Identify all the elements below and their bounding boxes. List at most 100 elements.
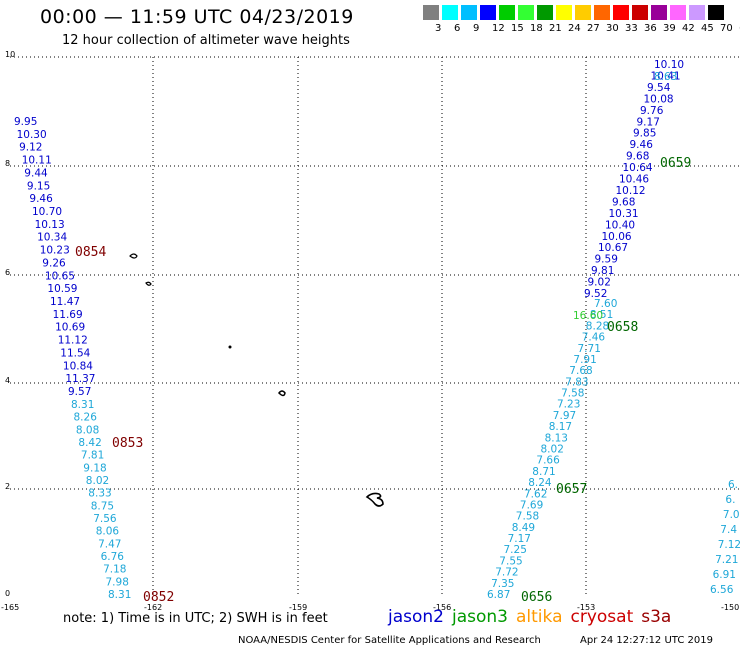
color-scale-swatch xyxy=(689,5,705,20)
legend-cryosat: cryosat xyxy=(570,607,634,627)
island-4 xyxy=(278,390,286,397)
swh-value-label: 9.54 xyxy=(647,82,671,94)
color-scale-swatch xyxy=(423,5,439,20)
swh-value-label: 9.52 xyxy=(584,288,607,300)
island-1 xyxy=(129,253,138,259)
swh-value-label: 9.68 xyxy=(612,196,635,208)
color-scale-label: 42 xyxy=(682,23,695,34)
swh-value-label: 7.56 xyxy=(93,513,117,525)
footer-credit: NOAA/NESDIS Center for Satellite Applica… xyxy=(238,635,541,646)
swh-value-label: 9.81 xyxy=(591,265,614,277)
swh-value-label: 9.46 xyxy=(29,193,53,205)
color-scale-swatch xyxy=(575,5,591,20)
x-axis-tick-label: -150 xyxy=(721,603,739,612)
swh-value-label: 8.24 xyxy=(528,477,552,489)
swh-value-label: 11.12 xyxy=(58,335,88,347)
swh-value-label: 11.69 xyxy=(53,309,83,321)
x-axis-tick-label: -162 xyxy=(144,603,162,612)
swh-value-label: 7.0 xyxy=(723,509,740,521)
swh-value-label: 7.81 xyxy=(81,450,104,462)
swh-value-label: 6.91 xyxy=(713,569,736,581)
x-axis-tick-label: -156 xyxy=(433,603,451,612)
x-axis-tick-label: -153 xyxy=(577,603,595,612)
swh-value-label: 10.12 xyxy=(616,185,646,197)
swh-value-label: 9.57 xyxy=(68,386,91,398)
swh-value-label: 8.63 xyxy=(654,71,677,83)
color-scale-swatch xyxy=(651,5,667,20)
satellite-tracks: 9.9510.309.1210.119.449.159.4610.7010.13… xyxy=(14,59,740,601)
swh-value-label: 10.64 xyxy=(623,162,653,174)
island-3 xyxy=(228,345,232,349)
swh-value-label: 8.02 xyxy=(86,475,109,487)
legend-jason3: jason3 xyxy=(452,607,508,627)
swh-value-label: 8.31 xyxy=(108,589,131,601)
swh-value-label: 8.75 xyxy=(91,500,114,512)
swh-value-label: 7.18 xyxy=(103,564,126,576)
color-scale-label: 24 xyxy=(568,23,581,34)
color-scale-label: 21 xyxy=(549,23,562,34)
color-scale-label: 9 xyxy=(473,23,480,34)
legend-s3a: s3a xyxy=(641,607,672,627)
satellite-legend: jason2 jason3 altika cryosat s3a xyxy=(388,607,679,627)
swh-value-label: 8.49 xyxy=(512,522,535,534)
swh-value-label: 7.58 xyxy=(516,511,539,523)
swh-value-label: 10.59 xyxy=(47,283,77,295)
x-axis-tick-label: -165 xyxy=(1,603,19,612)
swh-value-label: 9.59 xyxy=(595,254,618,266)
y-axis-tick-label: 10 xyxy=(5,50,15,59)
swh-value-label: 10.41 xyxy=(651,71,681,83)
swh-value-label: 7.47 xyxy=(98,538,121,550)
swh-value-label: 6.76 xyxy=(101,551,125,563)
swh-value-label: 7.55 xyxy=(499,555,522,567)
swh-value-label: 8.71 xyxy=(532,466,555,478)
island-big xyxy=(365,492,384,507)
x-axis-tick-label: -159 xyxy=(289,603,307,612)
color-scale-swatch xyxy=(556,5,572,20)
highlight-swh-value: 16.60 xyxy=(573,310,603,322)
swh-value-label: 9.18 xyxy=(83,462,106,474)
swh-value-label: 7.83 xyxy=(565,376,588,388)
color-scale-label: 39 xyxy=(663,23,676,34)
y-axis-tick-label: 6 xyxy=(5,268,10,277)
swh-value-label: 6. xyxy=(725,494,735,506)
swh-value-label: 10.30 xyxy=(17,129,47,141)
color-scale-swatch xyxy=(670,5,686,20)
swh-value-label: 10.70 xyxy=(32,206,62,218)
color-scale-swatch xyxy=(518,5,534,20)
swh-value-label: 7.62 xyxy=(524,488,547,500)
y-axis-tick-label: 0 xyxy=(5,589,10,598)
y-axis-tick-label: 8 xyxy=(5,159,10,168)
swh-value-label: 10.10 xyxy=(654,59,684,71)
swh-value-label: 10.84 xyxy=(63,360,93,372)
swh-value-label: 7.68 xyxy=(569,365,592,377)
y-axis-tick-label: 4 xyxy=(5,376,10,385)
swh-value-label: 6. xyxy=(728,479,738,491)
swh-value-label: 8.31 xyxy=(71,399,94,411)
swh-value-label: 8.06 xyxy=(96,526,120,538)
swh-value-label: 7.69 xyxy=(520,500,543,512)
swh-value-label: 7.21 xyxy=(715,554,738,566)
swh-value-label: 7.17 xyxy=(508,533,531,545)
swh-value-label: 9.15 xyxy=(27,180,50,192)
island-2 xyxy=(145,281,152,286)
swh-value-label: 9.76 xyxy=(640,105,664,117)
swh-value-label: 10.11 xyxy=(22,155,52,167)
swh-value-label: 10.40 xyxy=(605,219,635,231)
swh-value-label: 9.95 xyxy=(14,116,37,128)
color-scale-label: 45 xyxy=(701,23,714,34)
color-scale-swatch xyxy=(537,5,553,20)
swh-value-label: 9.68 xyxy=(626,151,649,163)
swh-value-label: 7.66 xyxy=(536,455,560,467)
swh-value-label: 8.13 xyxy=(545,432,568,444)
color-scale-swatch xyxy=(708,5,724,20)
color-scale-swatch xyxy=(613,5,629,20)
swh-value-label: 6.56 xyxy=(710,584,734,596)
map-subtitle: 12 hour collection of altimeter wave hei… xyxy=(62,33,350,48)
swh-value-label: 9.85 xyxy=(633,128,656,140)
swh-value-label: 7.97 xyxy=(553,410,576,422)
swh-value-label: 7.60 xyxy=(594,298,617,310)
swh-value-label: 7.35 xyxy=(491,578,514,590)
swh-value-label: 10.06 xyxy=(602,231,632,243)
color-scale-label: 12 xyxy=(492,23,505,34)
